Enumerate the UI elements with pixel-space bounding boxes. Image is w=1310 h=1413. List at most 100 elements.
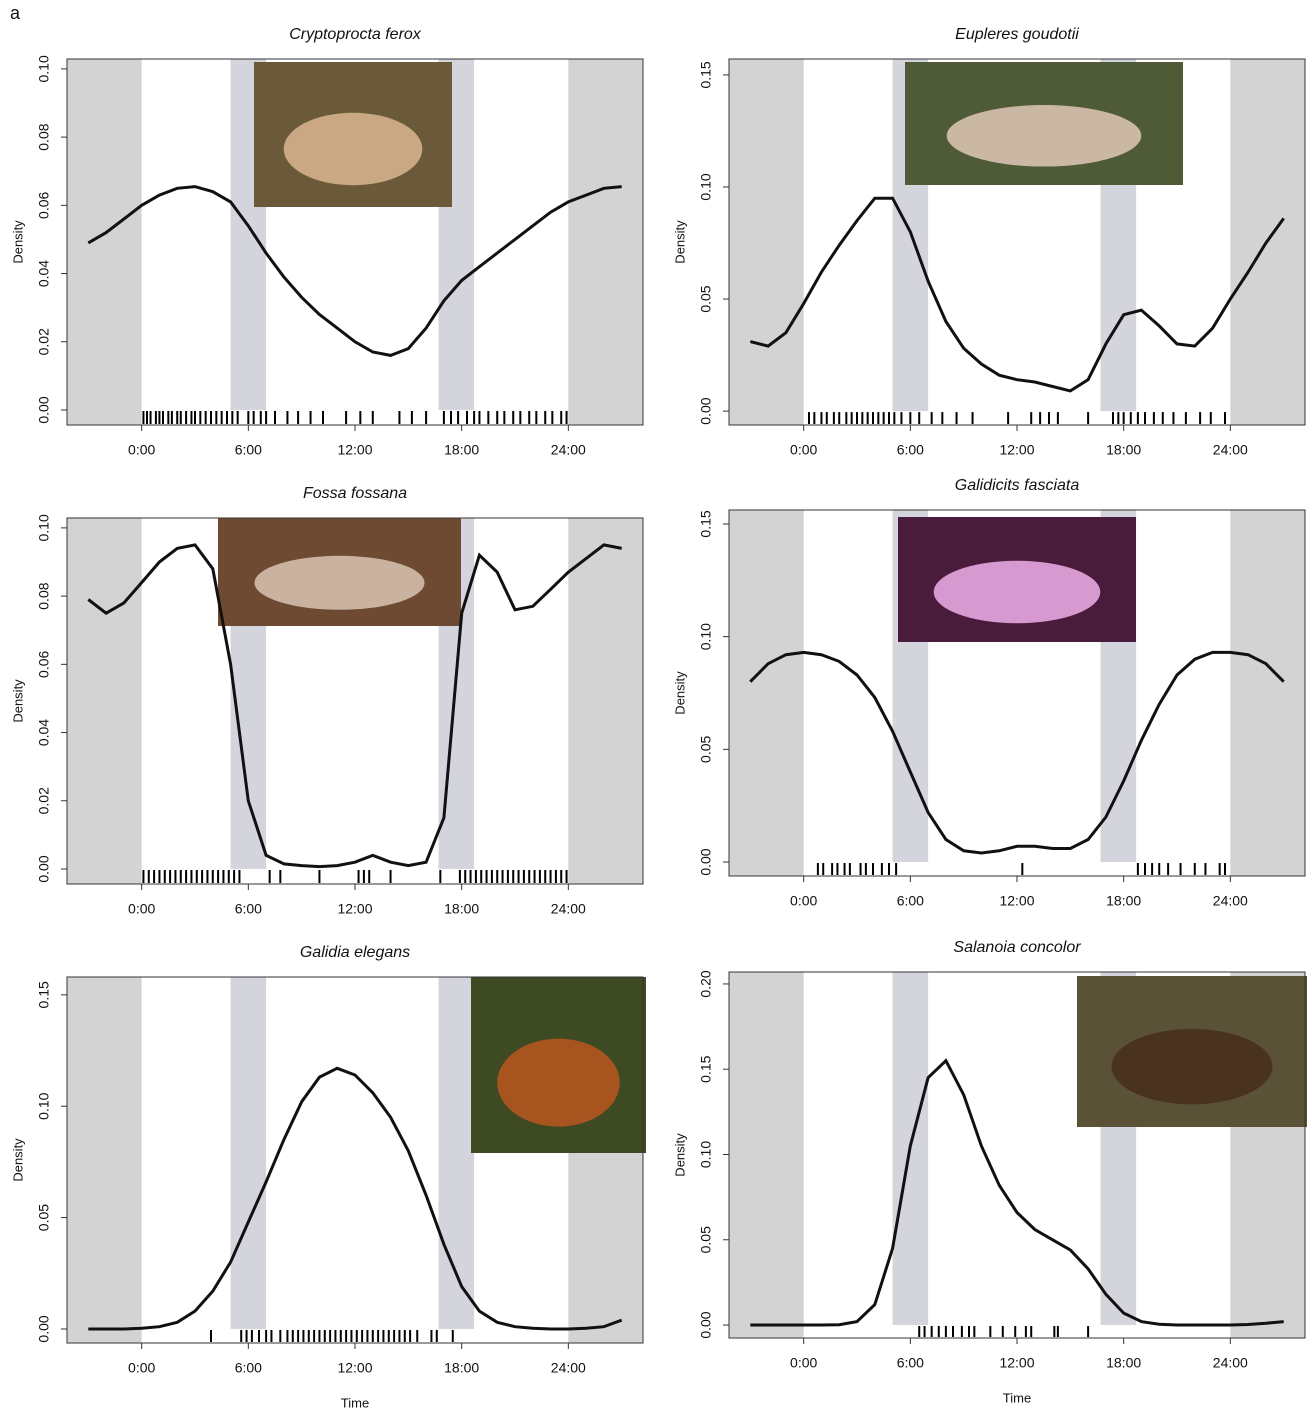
x-tick-label: 24:00: [1213, 442, 1248, 458]
y-tick-label: 0.08: [36, 582, 52, 609]
chart-title: Galidia elegans: [300, 944, 410, 961]
y-axis-label: Density: [672, 1133, 687, 1177]
photo: [905, 62, 1183, 185]
x-tick-label: 6:00: [235, 1360, 262, 1376]
y-tick-label: 0.05: [698, 736, 714, 763]
y-tick-label: 0.00: [36, 855, 52, 882]
y-tick-label: 0.05: [698, 285, 714, 312]
y-tick-label: 0.06: [36, 650, 52, 677]
y-tick-label: 0.00: [36, 1315, 52, 1342]
x-tick-label: 12:00: [337, 442, 372, 458]
photo: [1077, 976, 1307, 1127]
x-tick-label: 0:00: [128, 1360, 155, 1376]
x-tick-label: 12:00: [337, 901, 372, 917]
x-tick-label: 6:00: [897, 1355, 924, 1371]
y-tick-label: 0.08: [36, 123, 52, 150]
y-tick-label: 0.02: [36, 328, 52, 355]
night-span: [568, 59, 643, 425]
x-tick-label: 6:00: [235, 442, 262, 458]
y-tick-label: 0.10: [36, 514, 52, 541]
density-curve: [88, 187, 621, 356]
night-span: [568, 518, 643, 884]
y-tick-label: 0.00: [698, 1311, 714, 1338]
figure-label: a: [10, 3, 21, 23]
photo-animal: [1112, 1029, 1273, 1105]
y-tick-label: 0.10: [698, 173, 714, 200]
y-tick-label: 0.20: [698, 970, 714, 997]
x-tick-label: 6:00: [897, 442, 924, 458]
y-tick-label: 0.00: [698, 397, 714, 424]
x-tick-label: 12:00: [999, 442, 1034, 458]
chart-title: Salanoia concolor: [953, 939, 1081, 956]
photo: [254, 62, 452, 207]
x-tick-label: 18:00: [444, 442, 479, 458]
x-tick-label: 12:00: [999, 893, 1034, 909]
x-tick-label: 24:00: [551, 901, 586, 917]
y-tick-label: 0.06: [36, 191, 52, 218]
x-tick-label: 18:00: [1106, 893, 1141, 909]
y-tick-label: 0.15: [698, 1055, 714, 1082]
y-axis-label: Density: [10, 679, 25, 723]
density-curve: [750, 198, 1283, 391]
chart-title: Fossa fossana: [303, 485, 407, 502]
photo-animal: [254, 556, 424, 610]
y-tick-label: 0.04: [36, 260, 52, 287]
photo: [218, 518, 461, 626]
photo-animal: [947, 105, 1142, 167]
x-tick-label: 0:00: [128, 901, 155, 917]
twilight-span: [231, 977, 267, 1329]
x-tick-label: 24:00: [1213, 893, 1248, 909]
y-tick-label: 0.00: [698, 848, 714, 875]
x-tick-label: 24:00: [551, 1360, 586, 1376]
photo: [898, 517, 1136, 642]
x-tick-label: 6:00: [897, 893, 924, 909]
y-tick-label: 0.15: [698, 510, 714, 537]
y-tick-label: 0.10: [36, 55, 52, 82]
y-tick-label: 0.10: [698, 623, 714, 650]
y-tick-label: 0.05: [698, 1226, 714, 1253]
chart-title: Cryptoprocta ferox: [289, 26, 422, 43]
photo-animal: [284, 113, 423, 186]
y-tick-label: 0.05: [36, 1204, 52, 1231]
x-tick-label: 6:00: [235, 901, 262, 917]
y-tick-label: 0.04: [36, 719, 52, 746]
night-span: [729, 972, 804, 1338]
x-tick-label: 0:00: [128, 442, 155, 458]
x-tick-label: 18:00: [444, 1360, 479, 1376]
figure: a 0:00 6:00 12:00 18:00 24:00 0.00 0.02 0.04 0.0…: [0, 0, 1310, 1413]
y-axis-label: Density: [10, 1138, 25, 1182]
x-axis-label: Time: [341, 1395, 369, 1410]
page: {"figure_label": "a", "chart_data": [ {"…: [0, 0, 1310, 1413]
x-tick-label: 0:00: [790, 893, 817, 909]
photo-animal: [934, 561, 1101, 624]
chart-title: Eupleres goudotii: [955, 26, 1079, 43]
y-tick-label: 0.15: [36, 981, 52, 1008]
x-tick-label: 18:00: [444, 901, 479, 917]
y-tick-label: 0.10: [36, 1092, 52, 1119]
photo-animal: [497, 1039, 620, 1127]
night-span: [67, 518, 142, 884]
photo: [471, 977, 646, 1153]
night-span: [1230, 510, 1305, 876]
x-tick-label: 24:00: [551, 442, 586, 458]
night-span: [67, 59, 142, 425]
y-axis-label: Density: [10, 220, 25, 264]
density-curve: [750, 652, 1283, 853]
y-axis-label: Density: [672, 220, 687, 264]
x-tick-label: 12:00: [999, 1355, 1034, 1371]
y-tick-label: 0.15: [698, 61, 714, 88]
y-tick-label: 0.10: [698, 1141, 714, 1168]
x-tick-label: 18:00: [1106, 442, 1141, 458]
x-tick-label: 0:00: [790, 442, 817, 458]
y-tick-label: 0.00: [36, 396, 52, 423]
x-axis-label: Time: [1003, 1390, 1031, 1405]
chart-title: Galidicits fasciata: [955, 477, 1080, 494]
y-axis-label: Density: [672, 671, 687, 715]
y-tick-label: 0.02: [36, 787, 52, 814]
x-tick-label: 12:00: [337, 1360, 372, 1376]
night-span: [67, 977, 142, 1343]
night-span: [729, 59, 804, 425]
night-span: [729, 510, 804, 876]
x-tick-label: 0:00: [790, 1355, 817, 1371]
x-tick-label: 24:00: [1213, 1355, 1248, 1371]
